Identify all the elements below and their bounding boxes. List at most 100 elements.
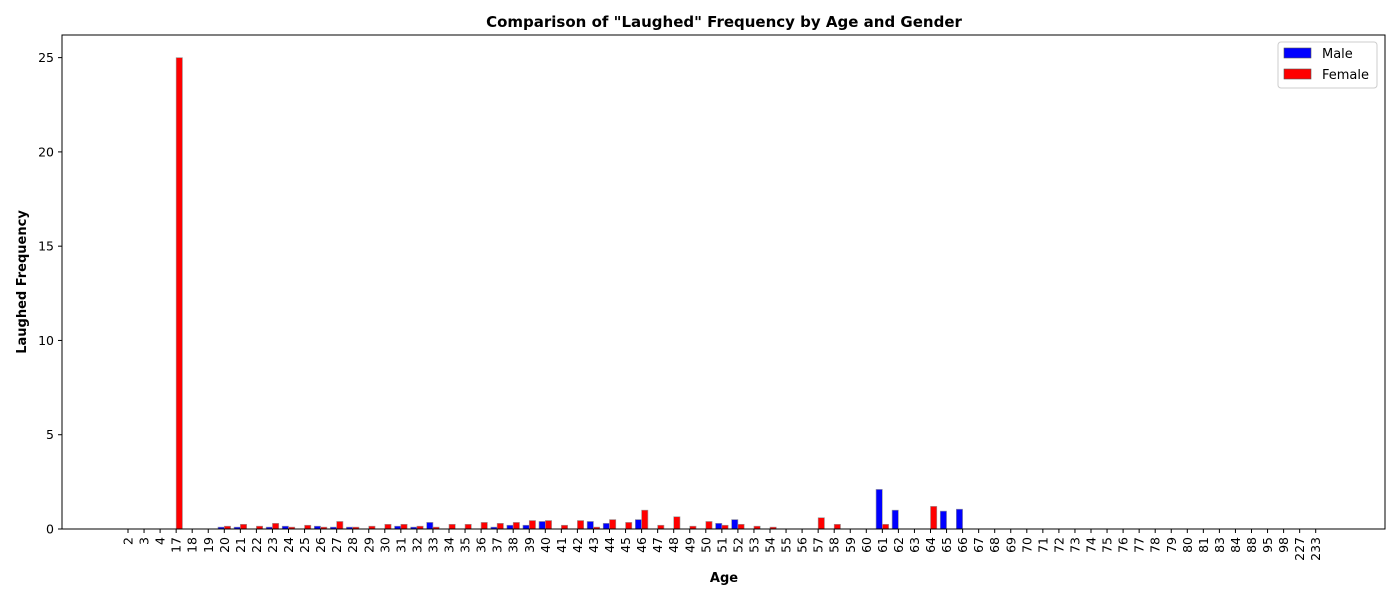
x-tick-label: 33 bbox=[425, 537, 440, 553]
x-tick-label: 66 bbox=[955, 537, 970, 553]
x-tick-label: 51 bbox=[714, 537, 729, 553]
bar-male-age-38 bbox=[506, 524, 514, 530]
y-tick-label: 0 bbox=[46, 522, 54, 537]
x-tick-label: 83 bbox=[1212, 537, 1227, 553]
bar-female-age-58 bbox=[833, 523, 841, 530]
x-tick-label: 40 bbox=[538, 537, 553, 553]
bar-male-age-62 bbox=[891, 509, 899, 530]
x-tick-label: 48 bbox=[666, 537, 681, 553]
bar-female-age-38 bbox=[512, 522, 520, 530]
legend-swatch-male bbox=[1283, 47, 1312, 59]
bar-female-age-39 bbox=[528, 520, 536, 530]
x-tick-label: 75 bbox=[1100, 537, 1115, 553]
x-tick-label: 53 bbox=[746, 537, 761, 553]
bar-female-age-31 bbox=[400, 523, 408, 530]
x-tick-label: 80 bbox=[1180, 537, 1195, 553]
x-tick-label: 23 bbox=[265, 537, 280, 553]
bar-female-age-17 bbox=[175, 57, 183, 530]
x-tick-label: 98 bbox=[1276, 537, 1291, 553]
bar-female-age-35 bbox=[464, 523, 472, 530]
bar-female-age-34 bbox=[448, 523, 456, 530]
x-axis-label: Age bbox=[710, 571, 738, 586]
bar-female-age-23 bbox=[272, 523, 280, 530]
x-tick-label: 43 bbox=[586, 537, 601, 553]
x-tick-label: 77 bbox=[1132, 537, 1147, 553]
x-tick-label: 37 bbox=[490, 537, 505, 553]
bar-female-age-41 bbox=[561, 524, 568, 530]
bar-female-age-48 bbox=[673, 516, 681, 530]
x-tick-label: 19 bbox=[201, 537, 216, 553]
x-tick-label: 18 bbox=[185, 537, 200, 553]
x-tick-label: 31 bbox=[393, 537, 408, 553]
x-tick-label: 49 bbox=[682, 537, 697, 553]
x-tick-label: 52 bbox=[730, 537, 745, 553]
bar-male-age-51 bbox=[715, 523, 723, 530]
x-tick-label: 59 bbox=[843, 537, 858, 553]
bar-female-age-36 bbox=[480, 522, 488, 530]
x-tick-label: 45 bbox=[618, 537, 633, 553]
x-tick-label: 25 bbox=[297, 537, 312, 553]
x-tick-label: 54 bbox=[763, 537, 778, 553]
x-tick-label: 67 bbox=[971, 537, 986, 553]
x-tick-label: 63 bbox=[907, 537, 922, 553]
x-tick-label: 38 bbox=[506, 537, 521, 553]
bar-female-age-27 bbox=[336, 521, 344, 530]
plot-area bbox=[175, 57, 963, 530]
x-tick-label: 28 bbox=[345, 537, 360, 553]
x-tick-label: 61 bbox=[875, 537, 890, 553]
x-tick-label: 26 bbox=[313, 537, 328, 553]
chart-title: Comparison of "Laughed" Frequency by Age… bbox=[486, 13, 962, 31]
x-tick-label: 74 bbox=[1084, 537, 1099, 553]
x-tick-label: 69 bbox=[1003, 537, 1018, 553]
x-tick-label: 60 bbox=[859, 537, 874, 553]
bar-female-age-57 bbox=[817, 517, 825, 530]
x-tick-label: 24 bbox=[281, 537, 296, 553]
bar-male-age-46 bbox=[634, 519, 642, 530]
x-tick-label: 3 bbox=[137, 537, 152, 545]
x-tick-label: 71 bbox=[1035, 537, 1050, 553]
y-tick-label: 20 bbox=[38, 144, 54, 159]
x-tick-label: 35 bbox=[458, 537, 473, 553]
bar-female-age-45 bbox=[625, 522, 633, 530]
bar-male-age-66 bbox=[955, 508, 963, 530]
x-tick-label: 72 bbox=[1051, 537, 1066, 553]
x-tick-label: 41 bbox=[554, 537, 569, 553]
x-tick-label: 32 bbox=[409, 537, 424, 553]
y-tick-label: 25 bbox=[38, 50, 54, 65]
x-tick-label: 27 bbox=[329, 537, 344, 553]
x-tick-label: 50 bbox=[698, 537, 713, 553]
bar-female-age-61 bbox=[882, 523, 889, 530]
x-tick-label: 73 bbox=[1067, 537, 1082, 553]
x-tick-label: 79 bbox=[1164, 537, 1179, 553]
x-tick-label: 34 bbox=[442, 537, 457, 553]
bar-male-age-44 bbox=[602, 523, 610, 530]
x-tick-label: 57 bbox=[811, 537, 826, 553]
bar-female-age-52 bbox=[737, 523, 745, 530]
bar-female-age-46 bbox=[641, 509, 649, 530]
x-tick-label: 21 bbox=[233, 537, 248, 553]
y-tick-label: 5 bbox=[46, 427, 54, 442]
x-tick-label: 46 bbox=[634, 537, 649, 553]
x-tick-label: 44 bbox=[602, 537, 617, 553]
x-tick-label: 78 bbox=[1148, 537, 1163, 553]
x-tick-label: 4 bbox=[153, 537, 168, 545]
x-tick-label: 64 bbox=[923, 537, 938, 553]
x-tick-label: 42 bbox=[570, 537, 585, 553]
bar-male-age-65 bbox=[939, 510, 947, 530]
bar-female-age-51 bbox=[721, 524, 729, 530]
x-tick-label: 55 bbox=[779, 537, 794, 553]
x-tick-label: 95 bbox=[1260, 537, 1275, 553]
bar-male-age-43 bbox=[586, 521, 594, 530]
bar-female-age-30 bbox=[384, 523, 392, 530]
x-tick-label: 62 bbox=[891, 537, 906, 553]
x-tick-label: 36 bbox=[474, 537, 489, 553]
bar-male-age-33 bbox=[426, 522, 434, 530]
x-tick-label: 68 bbox=[987, 537, 1002, 553]
x-tick-label: 39 bbox=[522, 537, 537, 553]
x-tick-label: 2 bbox=[121, 537, 136, 545]
x-tick-label: 47 bbox=[650, 537, 665, 553]
bar-male-age-61 bbox=[875, 489, 883, 530]
legend: Male Female bbox=[1277, 41, 1378, 89]
x-tick-label: 81 bbox=[1196, 537, 1211, 553]
